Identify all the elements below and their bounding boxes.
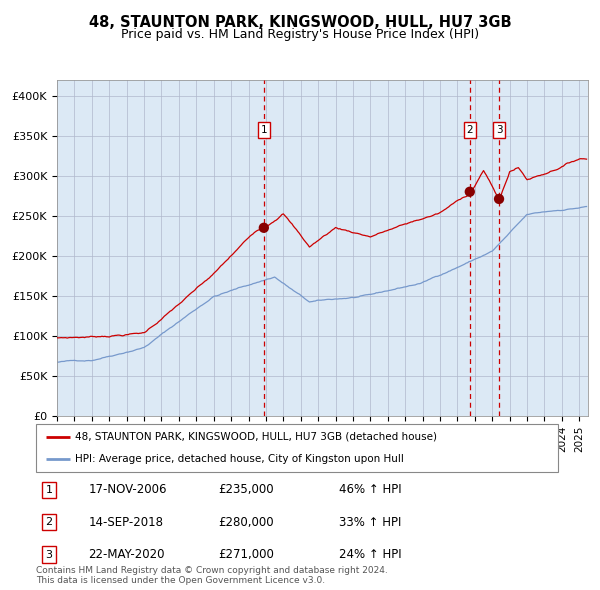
Text: 48, STAUNTON PARK, KINGSWOOD, HULL, HU7 3GB: 48, STAUNTON PARK, KINGSWOOD, HULL, HU7 … xyxy=(89,15,511,30)
Text: 22-MAY-2020: 22-MAY-2020 xyxy=(88,548,164,561)
Text: 48, STAUNTON PARK, KINGSWOOD, HULL, HU7 3GB (detached house): 48, STAUNTON PARK, KINGSWOOD, HULL, HU7 … xyxy=(75,432,437,442)
Text: £235,000: £235,000 xyxy=(218,483,274,496)
Text: £280,000: £280,000 xyxy=(218,516,274,529)
Text: HPI: Average price, detached house, City of Kingston upon Hull: HPI: Average price, detached house, City… xyxy=(75,454,404,464)
Text: 14-SEP-2018: 14-SEP-2018 xyxy=(88,516,163,529)
Point xyxy=(465,187,475,196)
Text: 46% ↑ HPI: 46% ↑ HPI xyxy=(339,483,401,496)
Text: 33% ↑ HPI: 33% ↑ HPI xyxy=(339,516,401,529)
Text: Price paid vs. HM Land Registry's House Price Index (HPI): Price paid vs. HM Land Registry's House … xyxy=(121,28,479,41)
Text: 24% ↑ HPI: 24% ↑ HPI xyxy=(339,548,401,561)
Text: 2: 2 xyxy=(46,517,53,527)
Text: 1: 1 xyxy=(260,125,267,135)
Text: 17-NOV-2006: 17-NOV-2006 xyxy=(88,483,167,496)
Point xyxy=(494,194,504,204)
Point xyxy=(259,223,269,232)
Text: £271,000: £271,000 xyxy=(218,548,275,561)
Text: 1: 1 xyxy=(46,485,53,494)
Text: 3: 3 xyxy=(46,550,53,559)
Text: 3: 3 xyxy=(496,125,502,135)
Text: Contains HM Land Registry data © Crown copyright and database right 2024.
This d: Contains HM Land Registry data © Crown c… xyxy=(36,566,388,585)
Text: 2: 2 xyxy=(466,125,473,135)
